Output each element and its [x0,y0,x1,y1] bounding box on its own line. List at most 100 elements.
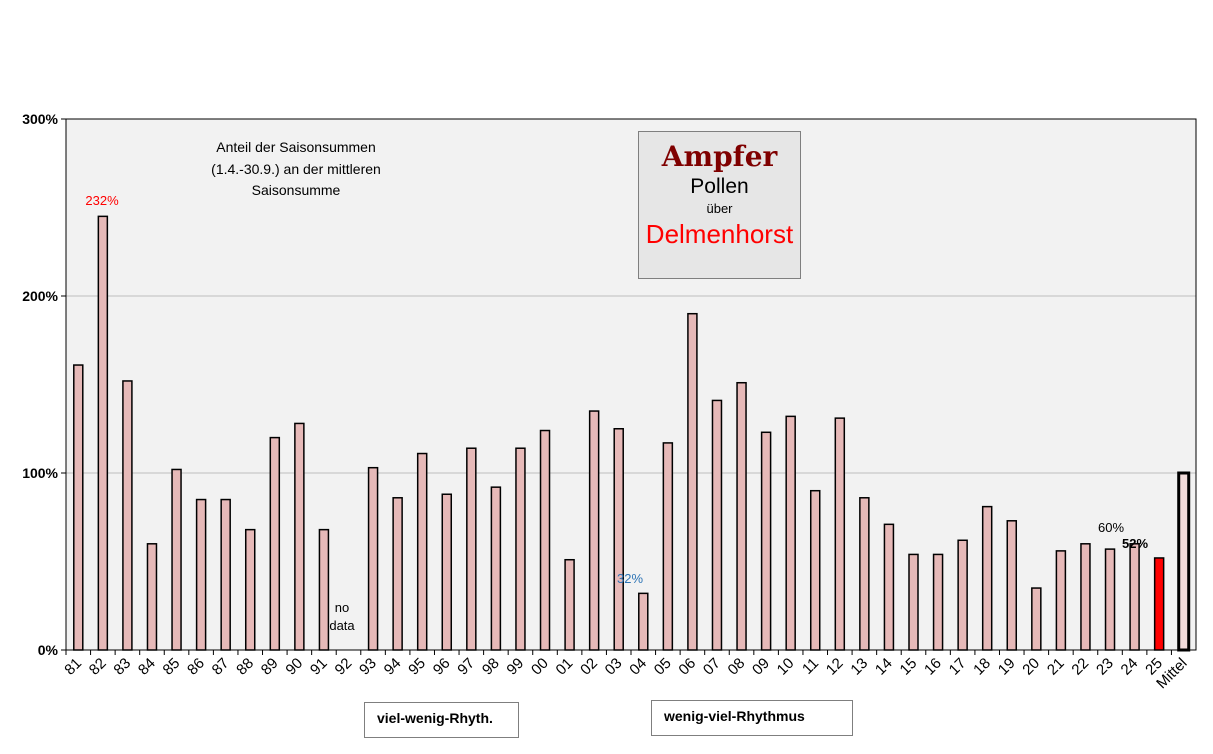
y-tick-label: 300% [22,111,58,127]
bar-11 [809,489,821,651]
x-tick-label-81: 81 [61,655,85,679]
x-tick-label-99: 99 [503,655,527,679]
bar-24 [1129,543,1140,651]
low-label: 32% [617,571,643,586]
x-tick-label-88: 88 [233,655,257,679]
bar-18 [981,505,993,651]
bar-19 [1006,520,1018,651]
x-tick-label-94: 94 [381,655,405,679]
bar-96 [441,493,453,651]
x-tick-label-06: 06 [675,655,699,679]
bar-89 [269,436,281,651]
bar-87 [220,498,231,651]
last-year-label: 60% [1098,520,1124,535]
x-tick-label-16: 16 [921,655,945,679]
bar-03 [613,428,624,651]
bar-22 [1080,543,1091,651]
peak-label: 232% [85,193,119,208]
y-tick-label: 0% [38,642,59,658]
bar-00 [539,429,551,651]
bar-07 [711,399,723,651]
bar-17 [957,539,968,651]
x-tick-label-96: 96 [430,655,454,679]
x-tick-label-08: 08 [725,655,749,679]
bar-25 [1153,557,1165,651]
bars [73,215,1191,652]
bar-85 [171,468,182,651]
no-data-line-2: data [329,618,355,633]
x-tick-label-21: 21 [1044,655,1068,679]
x-tick-label-89: 89 [258,655,282,679]
description-line-1: Anteil der Saisonsummen [216,139,376,155]
x-tick-label-23: 23 [1093,655,1117,679]
x-tick-label-90: 90 [282,655,306,679]
bar-91 [318,528,330,651]
x-tick-label-10: 10 [774,655,798,679]
bar-99 [515,447,526,651]
x-tick-label-03: 03 [602,655,626,679]
bar-83 [122,380,133,651]
plant-name: Ampfer [661,140,778,173]
bar-10 [785,415,796,651]
x-axis-ticks: 81 82 83 84 85 86 87 88 89 90 91 92 93 94 95 96 97 98 99 00… [61,650,1191,692]
x-tick-label-07: 07 [700,655,724,679]
bar-23 [1104,548,1116,651]
bar-97 [466,447,477,651]
bar-13 [859,497,870,651]
x-tick-label-98: 98 [479,655,503,679]
bar-09 [760,431,772,651]
bar-94 [392,497,403,651]
x-tick-label-95: 95 [405,655,429,679]
bar-88 [244,528,256,651]
x-tick-label-19: 19 [995,655,1019,679]
x-tick-label-93: 93 [356,655,380,679]
bar-04 [638,592,649,651]
bar-81 [73,364,84,651]
x-tick-label-05: 05 [651,655,675,679]
x-tick-label-15: 15 [897,655,921,679]
bar-14 [883,523,895,651]
rhythm-box-left: viel-wenig-Rhyth. [364,702,519,738]
bar-95 [416,452,428,651]
bar-08 [736,381,747,651]
x-tick-label-85: 85 [160,655,184,679]
bar-02 [588,410,600,651]
bar-82 [97,215,109,651]
description-line-3: Saisonsumme [252,182,341,198]
bar-84 [146,543,158,651]
x-tick-label-24: 24 [1118,655,1142,679]
x-tick-label-87: 87 [209,655,233,679]
bar-05 [662,442,674,651]
x-tick-label-84: 84 [135,655,159,679]
y-tick-label: 200% [22,288,58,304]
bar-Mittel [1177,471,1191,652]
bar-90 [294,422,305,651]
x-tick-label-97: 97 [454,655,478,679]
bar-86 [195,498,207,651]
pollen-label: Pollen [690,175,749,198]
bar-21 [1055,550,1067,651]
x-tick-label-01: 01 [553,655,577,679]
rhythm-right-label: wenig-viel-Rhythmus [664,708,805,724]
x-tick-label-18: 18 [970,655,994,679]
x-tick-label-82: 82 [86,655,110,679]
x-tick-label-20: 20 [1019,655,1043,679]
bar-06 [687,312,698,651]
current-label: 52% [1122,536,1148,551]
x-tick-label-12: 12 [823,655,847,679]
legend-box: Ampfer Pollen über Delmenhorst [638,131,801,279]
x-tick-label-14: 14 [872,655,896,679]
bar-16 [932,553,944,651]
rhythm-left-label: viel-wenig-Rhyth. [377,710,493,726]
bar-93 [367,466,379,651]
x-tick-label-00: 00 [528,655,552,679]
bar-01 [564,558,575,651]
x-tick-label-04: 04 [626,655,650,679]
x-tick-label-02: 02 [577,655,601,679]
bar-15 [908,553,919,651]
bar-20 [1031,587,1042,651]
x-tick-label-92: 92 [332,655,356,679]
description-line-2: (1.4.-30.9.) an der mittleren [211,161,381,177]
no-data-line-1: no [335,600,349,615]
